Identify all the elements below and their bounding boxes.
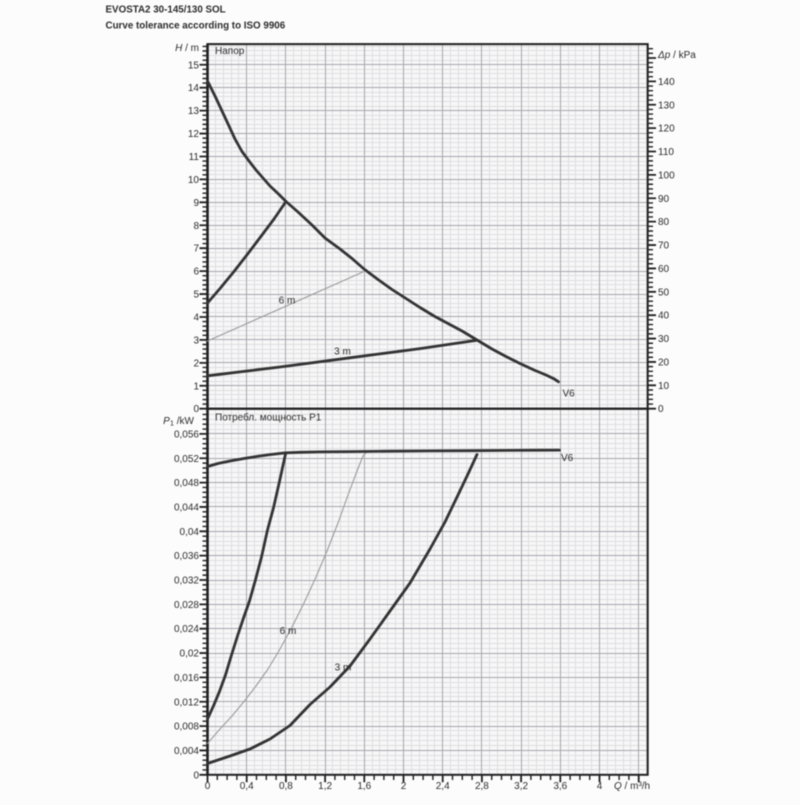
svg-text:H / m: H / m <box>175 43 199 54</box>
svg-text:V6: V6 <box>563 389 576 400</box>
svg-text:0,048: 0,048 <box>174 478 199 489</box>
svg-text:7: 7 <box>193 244 199 255</box>
svg-text:0,02: 0,02 <box>180 649 200 660</box>
svg-text:Напор: Напор <box>215 46 245 57</box>
svg-text:0,044: 0,044 <box>174 502 199 513</box>
svg-text:100: 100 <box>658 170 675 181</box>
svg-text:9: 9 <box>193 198 199 209</box>
svg-text:0,016: 0,016 <box>174 673 199 684</box>
svg-text:0,04: 0,04 <box>180 527 200 538</box>
svg-text:3: 3 <box>193 335 199 346</box>
svg-text:120: 120 <box>658 124 675 135</box>
svg-text:1: 1 <box>193 381 199 392</box>
svg-text:3,2: 3,2 <box>514 781 528 792</box>
svg-text:0,024: 0,024 <box>174 624 199 635</box>
svg-text:3 m: 3 m <box>335 663 352 674</box>
svg-text:0,8: 0,8 <box>279 781 293 792</box>
svg-text:1,6: 1,6 <box>357 781 371 792</box>
svg-text:EVOSTA2 30-145/130 SOL: EVOSTA2 30-145/130 SOL <box>106 5 226 16</box>
svg-text:0: 0 <box>193 404 199 415</box>
svg-text:140: 140 <box>658 77 675 88</box>
svg-text:0: 0 <box>658 404 664 415</box>
svg-text:0,032: 0,032 <box>174 576 199 587</box>
svg-text:11: 11 <box>189 152 200 163</box>
svg-text:60: 60 <box>658 264 670 275</box>
svg-text:8: 8 <box>193 221 199 232</box>
svg-text:2: 2 <box>193 358 199 369</box>
svg-text:3 m: 3 m <box>334 347 351 358</box>
svg-text:1,2: 1,2 <box>318 781 332 792</box>
svg-text:50: 50 <box>658 287 670 298</box>
svg-text:30: 30 <box>658 334 670 345</box>
svg-text:4: 4 <box>597 781 603 792</box>
svg-text:6 m: 6 m <box>279 296 296 307</box>
svg-text:2,4: 2,4 <box>436 781 450 792</box>
svg-text:90: 90 <box>658 194 670 205</box>
svg-text:6: 6 <box>193 267 199 278</box>
svg-text:0,028: 0,028 <box>174 600 199 611</box>
svg-text:40: 40 <box>658 311 670 322</box>
svg-text:0,056: 0,056 <box>174 429 199 440</box>
svg-text:15: 15 <box>188 60 200 71</box>
svg-text:4: 4 <box>193 312 199 323</box>
svg-text:0,012: 0,012 <box>174 697 199 708</box>
svg-text:6 m: 6 m <box>280 626 297 637</box>
svg-text:0,036: 0,036 <box>174 551 199 562</box>
svg-text:V6: V6 <box>561 453 574 464</box>
svg-text:0: 0 <box>205 781 211 792</box>
svg-text:Потребл. мощность P1: Потребл. мощность P1 <box>215 412 322 424</box>
svg-text:110: 110 <box>658 147 674 158</box>
svg-text:20: 20 <box>658 357 670 368</box>
svg-text:10: 10 <box>658 381 670 392</box>
svg-text:P1 /kW: P1 /kW <box>163 416 194 428</box>
svg-text:80: 80 <box>658 217 670 228</box>
svg-text:0,052: 0,052 <box>174 454 199 465</box>
svg-text:0,4: 0,4 <box>240 781 254 792</box>
svg-text:12: 12 <box>188 129 200 140</box>
svg-text:Δp / kPa: Δp / kPa <box>657 50 696 61</box>
svg-text:Curve tolerance according to I: Curve tolerance according to ISO 9906 <box>106 21 286 32</box>
svg-text:0: 0 <box>193 770 199 781</box>
svg-text:Q / m³/h: Q / m³/h <box>614 781 650 792</box>
svg-text:2: 2 <box>401 781 407 792</box>
svg-text:0,004: 0,004 <box>174 746 199 757</box>
svg-text:5: 5 <box>193 290 199 301</box>
svg-text:70: 70 <box>658 241 670 252</box>
svg-text:13: 13 <box>188 106 200 117</box>
svg-text:10: 10 <box>188 175 200 186</box>
svg-text:130: 130 <box>658 100 675 111</box>
svg-text:14: 14 <box>188 83 200 94</box>
svg-text:3,6: 3,6 <box>553 781 567 792</box>
svg-text:2,8: 2,8 <box>475 781 489 792</box>
svg-text:0,008: 0,008 <box>174 722 199 733</box>
